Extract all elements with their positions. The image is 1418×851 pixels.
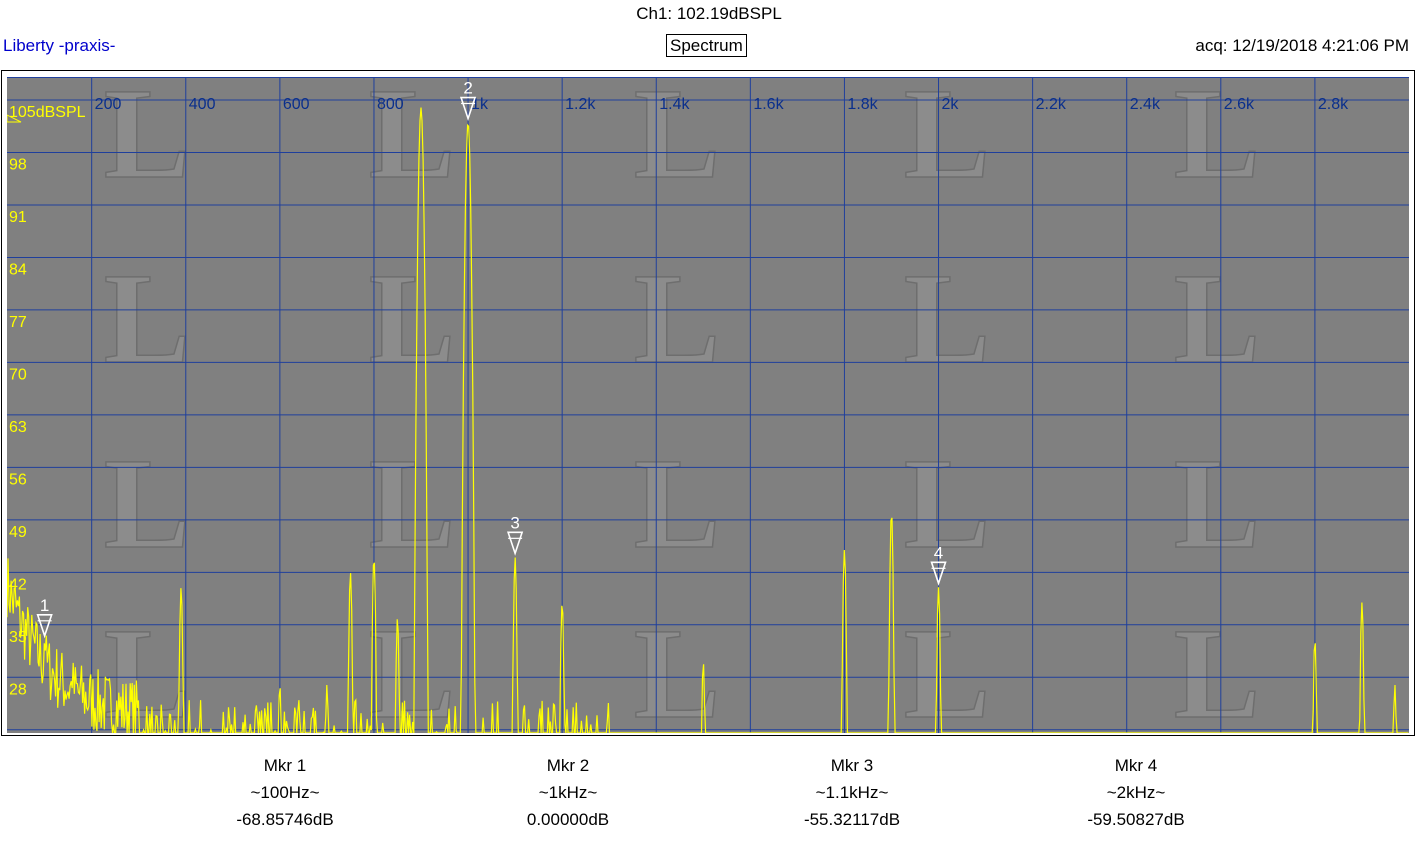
x-tick-label: 1.2k — [565, 96, 596, 113]
marker-layer: 1 2 3 4 — [36, 78, 947, 639]
marker-2-level: 0.00000dB — [526, 810, 610, 829]
x-tick-label: 1k — [471, 96, 489, 113]
x-tick-label: 600 — [283, 96, 310, 113]
watermark-logo: L — [634, 77, 721, 206]
grid-lines — [7, 77, 1409, 733]
marker-readout-3: Mkr 3 ~1.1kHz~ -55.32117dB — [742, 752, 962, 833]
marker-readout-1: Mkr 1 ~100Hz~ -68.85746dB — [175, 752, 395, 833]
watermark-logo: L — [369, 432, 456, 576]
channel-reading: Ch1: 102.19dBSPL — [636, 4, 782, 23]
x-tick-label: 2.6k — [1224, 96, 1255, 113]
marker-3-level: -55.32117dB — [803, 810, 901, 829]
marker-3[interactable]: 3 — [506, 513, 524, 556]
watermark-logo: L — [634, 247, 721, 391]
watermark-logo: L — [904, 432, 991, 576]
y-tick-label: 42 — [9, 576, 27, 593]
watermark-logo: L — [369, 247, 456, 391]
marker-4-level: -59.50827dB — [1087, 810, 1185, 829]
marker-triangle-icon — [930, 561, 947, 586]
marker-1[interactable]: 1 — [36, 596, 53, 639]
y-tick-label: 28 — [9, 681, 27, 698]
marker-triangle-icon — [506, 531, 524, 556]
marker-2-frequency: ~1kHz~ — [538, 783, 598, 802]
marker-label: 2 — [463, 78, 472, 97]
y-tick-label: 91 — [9, 209, 27, 226]
marker-2-title: Mkr 2 — [546, 756, 590, 775]
watermark-logo: L — [634, 602, 721, 733]
app-name: Liberty -praxis- — [3, 36, 116, 55]
marker-triangle-icon — [36, 613, 53, 639]
watermark-logo: L — [104, 77, 191, 206]
watermark-logo: L — [904, 602, 991, 733]
x-tick-label: 1.6k — [753, 96, 784, 113]
marker-1-frequency: ~100Hz~ — [250, 783, 320, 802]
marker-1-level: -68.85746dB — [236, 810, 334, 829]
x-tick-label: 2.4k — [1130, 96, 1161, 113]
watermark-logo: L — [369, 602, 456, 733]
acquisition-time: acq: 12/19/2018 4:21:06 PM — [1195, 36, 1409, 55]
watermark-logo: L — [104, 247, 191, 391]
marker-triangle-icon — [459, 96, 477, 122]
marker-3-title: Mkr 3 — [830, 756, 874, 775]
x-tick-label: 1.8k — [847, 96, 878, 113]
x-tick-label: 2.2k — [1036, 96, 1067, 113]
x-tick-label: 2.8k — [1318, 96, 1349, 113]
marker-readout-2: Mkr 2 ~1kHz~ 0.00000dB — [458, 752, 678, 833]
marker-4-title: Mkr 4 — [1114, 756, 1158, 775]
y-tick-label: 105dBSPL — [9, 104, 86, 121]
x-tick-label: 1.4k — [659, 96, 690, 113]
x-tick-label: 800 — [377, 96, 404, 113]
watermark-logo: L — [1174, 77, 1261, 206]
mode-button[interactable]: Spectrum — [666, 34, 747, 57]
x-tick-label: 200 — [95, 96, 122, 113]
marker-label: 4 — [934, 543, 943, 562]
watermark-logo: L — [1174, 247, 1261, 391]
plot-background — [7, 77, 1409, 733]
watermark-logo: L — [904, 77, 991, 206]
watermark-logo: L — [904, 247, 991, 391]
y-tick-label: 70 — [9, 366, 27, 383]
watermark-logo: L — [104, 432, 191, 576]
marker-label: 3 — [510, 513, 519, 532]
x-tick-label: 2k — [942, 96, 960, 113]
y-tick-label: 77 — [9, 314, 27, 331]
y-tick-labels: 105dBSPL989184777063564942352821 — [9, 104, 86, 698]
watermark-logo: L — [1174, 602, 1261, 733]
y-tick-label: 98 — [9, 156, 27, 173]
y-tick-label: 84 — [9, 261, 27, 278]
marker-readout-4: Mkr 4 ~2kHz~ -59.50827dB — [1026, 752, 1246, 833]
y-tick-label: 49 — [9, 524, 27, 541]
x-tick-labels: 200 400 600 800 1k 1.2k 1.4k 1.6k 1.8k 2k 2.2k 2.4k… — [95, 96, 1349, 113]
marker-2[interactable]: 2 — [459, 78, 477, 122]
y-tick-label: 63 — [9, 419, 27, 436]
y-tick-label: 35 — [9, 629, 27, 646]
reference-level-indicator — [7, 114, 22, 123]
marker-4-frequency: ~2kHz~ — [1106, 783, 1166, 802]
marker-1-title: Mkr 1 — [263, 756, 307, 775]
marker-3-frequency: ~1.1kHz~ — [815, 783, 889, 802]
watermark-logo: L — [369, 77, 456, 206]
marker-label: 1 — [40, 596, 49, 615]
x-tick-label: 400 — [189, 96, 216, 113]
watermark-logo: L — [634, 432, 721, 576]
y-tick-label: 56 — [9, 471, 27, 488]
watermark-logo: L — [1174, 432, 1261, 576]
marker-4[interactable]: 4 — [930, 543, 947, 586]
